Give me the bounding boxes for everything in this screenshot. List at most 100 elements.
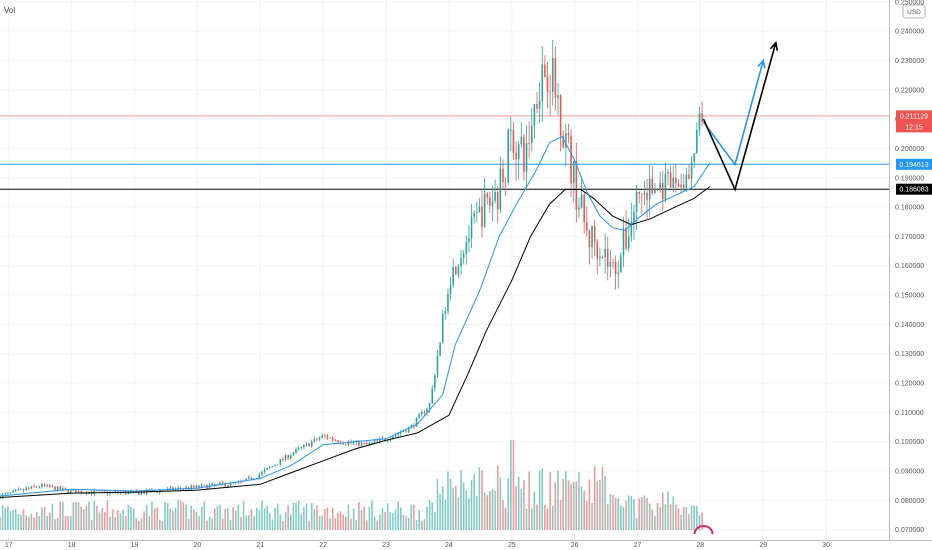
volume-bar <box>504 507 507 530</box>
volume-bar <box>297 500 300 530</box>
candle-body <box>475 212 478 214</box>
price-tags: 0.211129 12:15 0.194613 0.186083 <box>896 110 932 195</box>
candle-body <box>59 486 62 490</box>
volume-bar <box>352 508 355 530</box>
candle-body <box>316 438 318 440</box>
candle-body <box>428 403 431 409</box>
blue-projection-arrow <box>702 60 765 167</box>
volume-bar <box>17 513 20 530</box>
volume-bar <box>229 519 232 530</box>
volume-bar <box>491 489 494 530</box>
x-tick-label: 21 <box>256 542 264 549</box>
volume-bar <box>386 503 389 530</box>
volume-bar <box>321 515 324 530</box>
candle-body <box>685 174 688 188</box>
volume-bar <box>455 485 457 530</box>
candle-body <box>515 152 517 160</box>
candle-body <box>62 488 64 490</box>
candle-body <box>269 467 271 468</box>
volume-bar <box>685 507 688 530</box>
volume-bar <box>169 508 172 530</box>
x-tick-label: 19 <box>131 542 139 549</box>
candle-body <box>510 129 512 131</box>
volume-bar <box>282 520 284 530</box>
price-axis[interactable]: 0.2500000.2400000.2300000.2200000.210000… <box>895 0 924 534</box>
volume-bar <box>541 468 544 530</box>
candle-body <box>289 455 292 459</box>
candle-body <box>441 313 444 343</box>
volume-bar <box>96 505 98 530</box>
volume-bar <box>289 514 292 530</box>
candle-body <box>250 477 253 480</box>
volume-bar <box>208 516 211 530</box>
candle-body <box>499 168 502 210</box>
volume-bar <box>423 519 426 530</box>
volume-bar <box>551 505 554 530</box>
volume-bar <box>452 488 454 530</box>
volume-bar <box>620 505 622 530</box>
candle-body <box>313 438 316 442</box>
candle-body <box>667 172 669 174</box>
volume-bar <box>28 516 30 530</box>
y-tick-label: 0.090000 <box>895 469 924 476</box>
volume-bar <box>638 498 640 530</box>
y-tick-label: 0.170000 <box>895 234 924 241</box>
volume-bar <box>578 472 580 530</box>
volume-bar <box>156 507 158 530</box>
volume-bar <box>350 518 352 530</box>
volume-bar <box>159 519 161 530</box>
volume-bar <box>138 520 140 530</box>
volume-bar <box>473 474 475 530</box>
candle-body <box>282 458 284 460</box>
volume-bar <box>586 501 588 530</box>
black-projection-arrow-head <box>769 41 779 51</box>
volume-bar <box>630 495 633 530</box>
candle-body <box>586 222 588 231</box>
candle-body <box>502 168 504 182</box>
candle-body <box>14 490 17 491</box>
candle-body <box>627 236 630 249</box>
candle-body <box>295 449 297 453</box>
volume-bar <box>245 515 248 530</box>
candle-body <box>214 483 216 485</box>
y-tick-label: 0.240000 <box>895 29 924 36</box>
candle-body <box>12 490 14 493</box>
volume-bar <box>575 481 578 530</box>
time-axis[interactable]: 17 18 19 20 21 22 23 24 25 26 27 28 29 30 <box>5 542 830 549</box>
candle-body <box>7 492 9 494</box>
candle-body <box>675 177 677 184</box>
volume-bar <box>420 520 423 530</box>
candle-body <box>410 425 413 428</box>
volume-bar <box>656 502 659 530</box>
volume-bar <box>609 494 612 530</box>
volume-bar <box>93 500 96 530</box>
volume-bar <box>326 507 329 530</box>
y-tick-label: 0.070000 <box>895 527 924 534</box>
candle-body <box>538 101 541 109</box>
volume-bar <box>151 501 153 530</box>
candle-body <box>596 241 599 259</box>
candle-body <box>271 466 274 468</box>
volume-bar <box>538 470 541 530</box>
volume-bar <box>347 504 350 530</box>
volume-bar <box>601 466 604 530</box>
volume-bar <box>360 509 363 530</box>
candle-body <box>460 257 462 267</box>
candle-body <box>72 489 75 491</box>
candle-body <box>635 191 638 212</box>
price-tag-label: 0.194613 <box>899 162 928 169</box>
volume-bar <box>363 506 365 530</box>
candle-body <box>481 206 483 227</box>
candle-body <box>544 64 546 77</box>
currency-badge[interactable]: USD <box>902 4 926 19</box>
candle-body <box>643 192 646 195</box>
candle-body <box>494 191 496 201</box>
volume-bar <box>117 510 119 530</box>
volume-bar <box>627 495 630 530</box>
slow-moving-average <box>0 186 711 498</box>
candle-body <box>525 142 528 172</box>
candle-body <box>478 206 481 213</box>
candle-body <box>124 491 127 495</box>
candle-body <box>664 173 667 200</box>
